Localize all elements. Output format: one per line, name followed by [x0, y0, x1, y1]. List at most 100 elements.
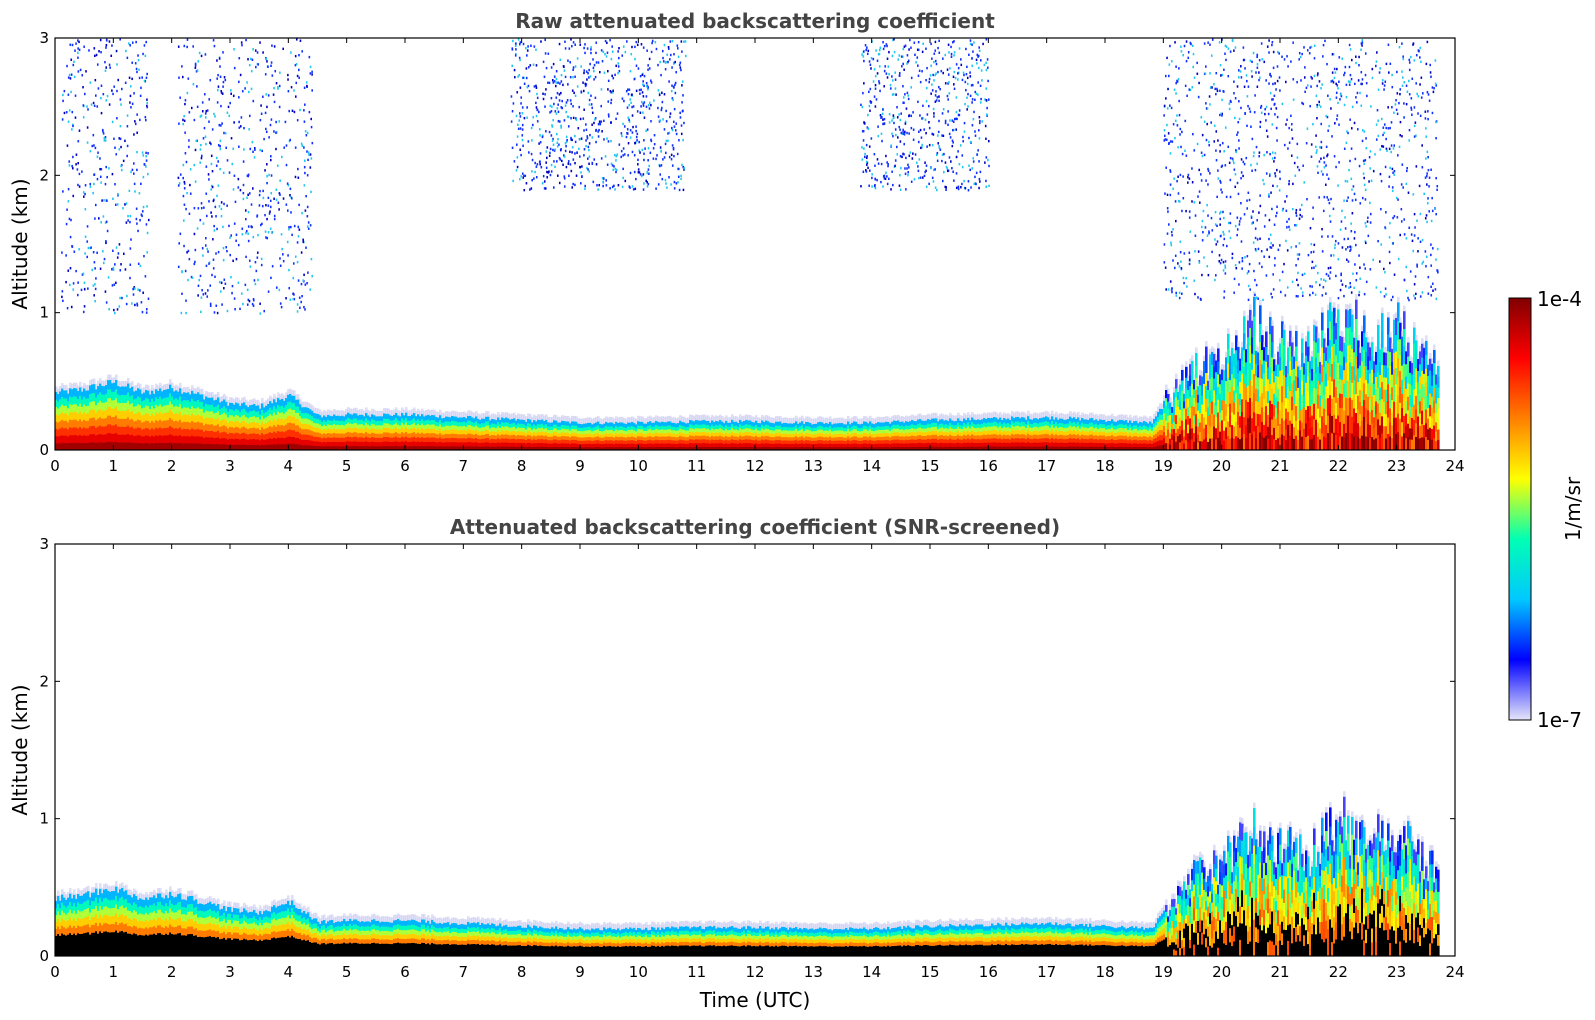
profile-cell	[551, 429, 554, 434]
profile-column	[743, 415, 746, 450]
profile-cell	[221, 419, 224, 427]
profile-cell	[121, 410, 124, 419]
profile-cell	[291, 416, 294, 424]
profile-halo	[763, 416, 766, 422]
profile-halo	[591, 418, 594, 425]
profile-cell	[67, 400, 70, 409]
profile-cell	[603, 426, 606, 431]
profile-cell	[337, 432, 340, 438]
profile-halo	[245, 399, 248, 406]
profile-cell	[727, 426, 730, 431]
profile-cell	[97, 386, 100, 395]
profile-cell	[363, 424, 366, 430]
profile-halo	[471, 411, 474, 418]
profile-cell	[811, 443, 814, 448]
profile-cell	[339, 433, 342, 438]
profile-cell	[849, 424, 852, 429]
profile-halo	[243, 396, 246, 403]
profile-cell	[421, 436, 424, 442]
profile-cell	[649, 428, 652, 433]
profile-column	[373, 409, 376, 450]
profile-cell	[105, 409, 108, 419]
profile-cell	[537, 446, 540, 450]
profile-cell	[629, 436, 632, 441]
profile-cell	[233, 415, 236, 423]
profile-cell	[435, 433, 438, 439]
profile-cell	[151, 405, 154, 414]
profile-column	[127, 378, 130, 450]
profile-cell	[471, 429, 474, 435]
profile-cell	[849, 433, 852, 438]
profile-cell	[785, 429, 788, 434]
profile-cell	[537, 442, 540, 447]
profile-halo	[419, 410, 422, 417]
profile-cell	[257, 416, 260, 423]
profile-cell	[649, 439, 652, 444]
profile-cell	[653, 439, 656, 444]
profile-cell	[701, 427, 704, 433]
profile-cell	[119, 402, 122, 412]
profile-cell	[183, 392, 186, 400]
profile-cell	[115, 432, 118, 442]
profile-cell	[157, 390, 160, 399]
profile-cell	[455, 416, 458, 422]
profile-cell	[425, 415, 428, 421]
profile-cell	[81, 391, 84, 400]
profile-cell	[843, 424, 846, 429]
profile-cell	[743, 446, 746, 450]
profile-cell	[151, 420, 154, 429]
profile-column	[471, 411, 474, 450]
profile-halo	[873, 418, 876, 425]
profile-cell	[627, 439, 630, 444]
profile-cell	[895, 420, 898, 426]
profile-cell	[841, 443, 844, 448]
profile-cell	[733, 421, 736, 426]
profile-cell	[321, 433, 324, 439]
profile-cell	[653, 443, 656, 448]
profile-cell	[89, 441, 92, 450]
profile-cell	[81, 428, 84, 436]
profile-halo	[825, 417, 828, 423]
profile-cell	[299, 415, 302, 422]
profile-cell	[95, 404, 98, 413]
profile-cell	[731, 419, 734, 425]
profile-cell	[253, 415, 256, 422]
profile-column	[433, 409, 436, 450]
profile-cell	[503, 418, 506, 423]
profile-cell	[873, 446, 876, 450]
profile-cell	[271, 420, 274, 428]
profile-cell	[379, 416, 382, 422]
profile-cell	[77, 405, 80, 414]
profile-column	[805, 416, 808, 450]
profile-cell	[217, 436, 220, 445]
profile-column	[417, 408, 420, 450]
profile-cell	[129, 403, 132, 412]
profile-cell	[823, 436, 826, 441]
profile-cell	[649, 421, 652, 426]
profile-cell	[327, 428, 330, 434]
profile-cell	[771, 443, 774, 448]
profile-cell	[749, 420, 752, 425]
profile-cell	[667, 439, 670, 444]
profile-cell	[165, 389, 168, 398]
profile-halo	[871, 417, 874, 424]
profile-cell	[845, 443, 848, 448]
profile-cell	[333, 418, 336, 424]
profile-cell	[535, 425, 538, 430]
profile-cell	[817, 422, 820, 427]
profile-halo	[445, 411, 448, 417]
profile-cell	[849, 430, 852, 435]
profile-cell	[461, 417, 464, 423]
profile-cell	[203, 405, 206, 413]
profile-cell	[413, 431, 416, 437]
profile-cell	[475, 437, 478, 443]
profile-cell	[493, 419, 496, 424]
profile-halo	[637, 415, 640, 422]
profile-cell	[501, 433, 504, 439]
profile-cell	[307, 413, 310, 420]
profile-cell	[245, 433, 248, 440]
profile-column	[175, 384, 178, 450]
profile-cell	[463, 437, 466, 443]
profile-column	[361, 409, 364, 450]
profile-cell	[317, 440, 320, 447]
